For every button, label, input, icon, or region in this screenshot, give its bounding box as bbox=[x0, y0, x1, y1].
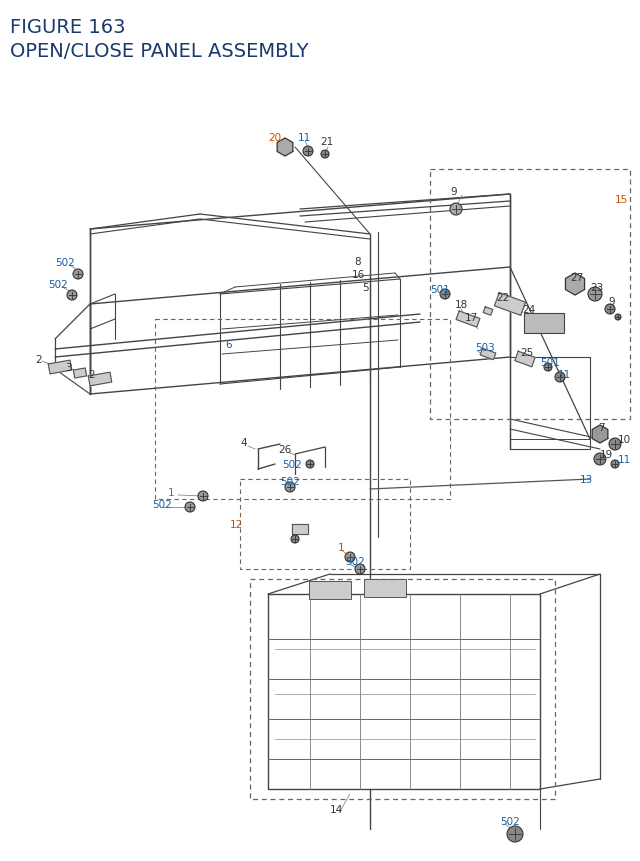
Text: 11: 11 bbox=[558, 369, 572, 380]
Circle shape bbox=[605, 305, 615, 314]
Text: 14: 14 bbox=[330, 804, 343, 814]
Text: 1: 1 bbox=[168, 487, 175, 498]
Text: 502: 502 bbox=[152, 499, 172, 510]
Text: 501: 501 bbox=[430, 285, 450, 294]
Circle shape bbox=[440, 289, 450, 300]
Circle shape bbox=[198, 492, 208, 501]
Circle shape bbox=[555, 373, 565, 382]
Text: 1: 1 bbox=[338, 542, 344, 553]
Text: OPEN/CLOSE PANEL ASSEMBLY: OPEN/CLOSE PANEL ASSEMBLY bbox=[10, 42, 308, 61]
Text: 19: 19 bbox=[600, 449, 613, 460]
Polygon shape bbox=[456, 312, 480, 327]
Text: 18: 18 bbox=[455, 300, 468, 310]
Circle shape bbox=[544, 363, 552, 372]
Text: 20: 20 bbox=[268, 133, 281, 143]
Polygon shape bbox=[483, 307, 493, 316]
Text: 24: 24 bbox=[522, 305, 535, 314]
Text: 9: 9 bbox=[608, 297, 614, 307]
Polygon shape bbox=[88, 373, 112, 387]
Text: 11: 11 bbox=[618, 455, 631, 464]
Text: 502: 502 bbox=[55, 257, 75, 268]
Text: 4: 4 bbox=[240, 437, 246, 448]
FancyBboxPatch shape bbox=[524, 313, 564, 333]
Circle shape bbox=[588, 288, 602, 301]
Polygon shape bbox=[592, 425, 608, 443]
Text: 502: 502 bbox=[345, 556, 365, 567]
Polygon shape bbox=[566, 274, 584, 295]
Text: 7: 7 bbox=[598, 423, 605, 432]
Polygon shape bbox=[495, 294, 525, 316]
FancyBboxPatch shape bbox=[309, 581, 351, 599]
Text: 6: 6 bbox=[225, 339, 232, 350]
FancyBboxPatch shape bbox=[364, 579, 406, 598]
Text: 21: 21 bbox=[320, 137, 333, 147]
Polygon shape bbox=[74, 369, 86, 379]
Circle shape bbox=[355, 564, 365, 574]
Circle shape bbox=[285, 482, 295, 492]
Text: 8: 8 bbox=[354, 257, 360, 267]
Circle shape bbox=[73, 269, 83, 280]
Circle shape bbox=[291, 536, 299, 543]
Text: 3: 3 bbox=[65, 362, 72, 373]
Text: 17: 17 bbox=[465, 313, 478, 323]
Circle shape bbox=[303, 147, 313, 157]
Polygon shape bbox=[480, 349, 496, 360]
Text: 5: 5 bbox=[362, 282, 369, 293]
Circle shape bbox=[321, 151, 329, 158]
Text: 23: 23 bbox=[590, 282, 604, 293]
Text: 10: 10 bbox=[618, 435, 631, 444]
Text: 503: 503 bbox=[475, 343, 495, 353]
Circle shape bbox=[507, 826, 523, 842]
Text: 16: 16 bbox=[352, 269, 365, 280]
Text: 22: 22 bbox=[496, 293, 509, 303]
Circle shape bbox=[450, 204, 462, 216]
Circle shape bbox=[185, 503, 195, 512]
Text: 502: 502 bbox=[282, 460, 301, 469]
Text: 25: 25 bbox=[520, 348, 533, 357]
Text: 13: 13 bbox=[580, 474, 593, 485]
Polygon shape bbox=[277, 139, 292, 157]
Text: 15: 15 bbox=[615, 195, 628, 205]
Polygon shape bbox=[48, 361, 72, 375]
Text: 502: 502 bbox=[280, 476, 300, 486]
Circle shape bbox=[306, 461, 314, 468]
Text: 502: 502 bbox=[48, 280, 68, 289]
Text: 501: 501 bbox=[540, 357, 560, 368]
Text: 9: 9 bbox=[450, 187, 456, 197]
Circle shape bbox=[594, 454, 606, 466]
Text: 2: 2 bbox=[88, 369, 95, 380]
Circle shape bbox=[345, 553, 355, 562]
Text: 27: 27 bbox=[570, 273, 583, 282]
Polygon shape bbox=[515, 352, 535, 368]
Circle shape bbox=[609, 438, 621, 450]
Text: FIGURE 163: FIGURE 163 bbox=[10, 18, 125, 37]
Text: 12: 12 bbox=[230, 519, 243, 530]
Text: 2: 2 bbox=[35, 355, 42, 364]
Text: 502: 502 bbox=[500, 816, 520, 826]
Circle shape bbox=[611, 461, 619, 468]
Text: 26: 26 bbox=[278, 444, 291, 455]
Circle shape bbox=[615, 314, 621, 320]
Circle shape bbox=[67, 291, 77, 300]
Polygon shape bbox=[292, 524, 308, 535]
Text: 11: 11 bbox=[298, 133, 311, 143]
